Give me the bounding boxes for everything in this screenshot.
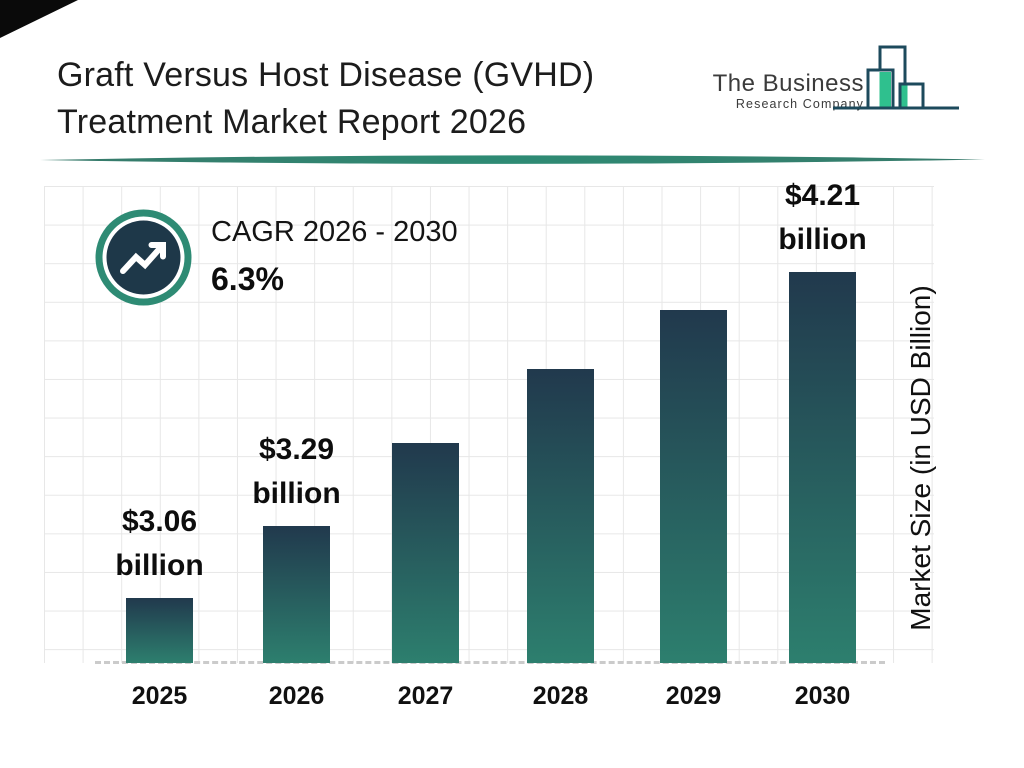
- header-divider: [40, 155, 985, 164]
- x-tick-2025: 2025: [131, 682, 188, 710]
- x-tick-2030: 2030: [794, 682, 851, 710]
- value-label-2026: $3.29 billion: [252, 433, 341, 510]
- title-line-1: Graft Versus Host Disease (GVHD): [57, 56, 595, 94]
- logo-company-subtitle: Research Company: [735, 97, 864, 111]
- dashed-baseline: [95, 661, 885, 664]
- x-tick-2028: 2028: [532, 682, 589, 710]
- logo-bar-chart-icon: [833, 45, 959, 110]
- bar-2030: [789, 272, 856, 663]
- value-label-2025: $3.06 billion: [115, 505, 204, 582]
- bar-2026: [263, 526, 330, 663]
- logo-company-name: The Business: [712, 70, 864, 97]
- plot-grid-background: [44, 186, 934, 663]
- title-line-2: Treatment Market Report 2026: [57, 103, 527, 141]
- page-title: Graft Versus Host Disease (GVHD) Treatme…: [57, 52, 594, 146]
- bar-2029: [660, 310, 727, 663]
- x-tick-2026: 2026: [268, 682, 325, 710]
- bar-2028: [527, 369, 594, 663]
- x-tick-2027: 2027: [397, 682, 454, 710]
- value-label-2030: $4.21 billion: [778, 179, 867, 256]
- cagr-value: 6.3%: [211, 261, 284, 297]
- bar-2027: [392, 443, 459, 663]
- cagr-period-label: CAGR 2026 - 2030: [211, 216, 458, 248]
- trending-up-icon: [95, 209, 192, 306]
- y-axis-label: Market Size (in USD Billion): [905, 285, 936, 631]
- x-tick-2029: 2029: [665, 682, 722, 710]
- bar-2025: [126, 598, 193, 663]
- corner-triangle-decoration: [0, 0, 78, 38]
